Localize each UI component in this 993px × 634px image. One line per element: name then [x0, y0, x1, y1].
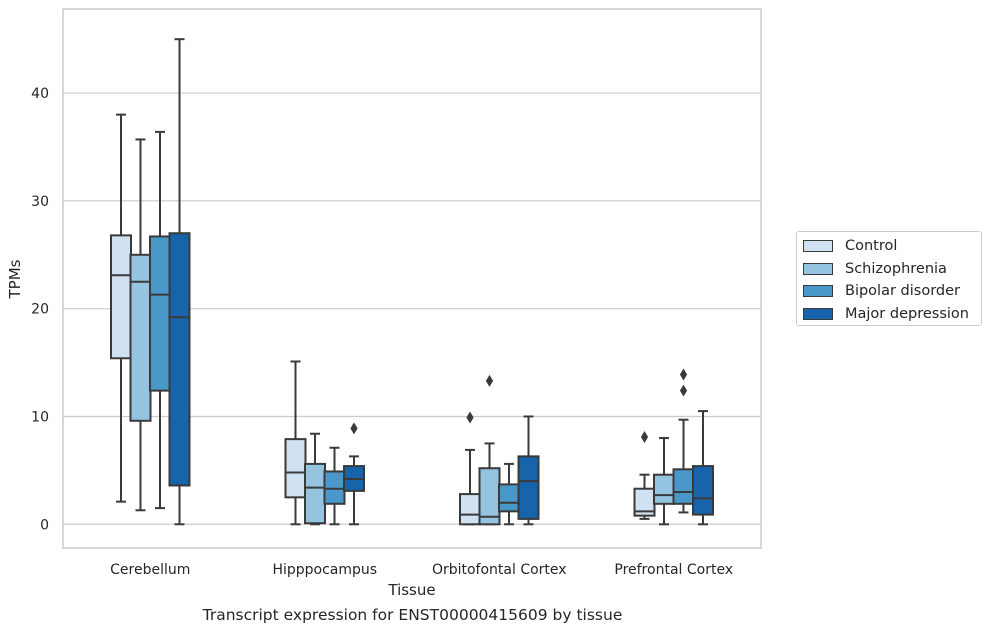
legend-label: Control	[845, 238, 898, 255]
series-schizophrenia	[129, 138, 675, 526]
y-axis-label: TPMs	[6, 259, 24, 299]
x-tick-label: Hipppocampus	[272, 562, 377, 578]
y-tick-label: 30	[31, 194, 49, 210]
outlier-point	[679, 384, 688, 397]
legend-item: Schizophrenia	[803, 258, 981, 281]
outlier-point	[466, 411, 474, 424]
legend-swatch	[803, 262, 833, 275]
y-tick-label: 20	[31, 302, 49, 318]
box	[672, 368, 695, 514]
y-tick-label: 10	[31, 409, 49, 425]
box	[653, 437, 675, 526]
box-iqr	[498, 483, 520, 513]
outlier-point	[485, 374, 494, 387]
legend-swatch	[803, 285, 833, 298]
box-iqr	[149, 235, 171, 392]
box-iqr	[672, 468, 695, 505]
box-iqr	[284, 438, 307, 499]
x-tick-label: Cerebellum	[110, 562, 190, 578]
box-iqr	[110, 234, 132, 360]
box-iqr	[459, 493, 481, 526]
series-control	[110, 113, 656, 526]
box-iqr	[692, 465, 714, 516]
outlier-point	[350, 422, 358, 435]
x-tick-labels: Cerebellum Hipppocampus Orbitofontal Corte…	[110, 562, 733, 578]
box	[498, 462, 520, 526]
box	[129, 138, 152, 512]
box	[478, 374, 501, 526]
x-axis-label: Tissue	[387, 581, 435, 599]
outlier-point	[640, 430, 649, 443]
legend-item: Bipolar disorder	[803, 280, 981, 303]
box-iqr	[168, 232, 191, 487]
legend-swatch	[803, 307, 833, 320]
box-iqr	[323, 470, 346, 505]
box	[517, 415, 540, 526]
legend-item: Control	[803, 235, 981, 258]
series-bipolar-disorder	[149, 130, 695, 526]
box-series	[110, 38, 714, 526]
box-iqr	[517, 455, 540, 520]
legend-label: Schizophrenia	[845, 260, 947, 277]
box	[110, 113, 132, 503]
box	[323, 446, 346, 526]
series-major-depression	[168, 38, 714, 526]
box	[168, 38, 191, 526]
y-tick-label: 0	[40, 517, 49, 533]
plot-frame	[62, 8, 762, 549]
box	[149, 130, 171, 510]
y-tick-labels: 0 10 20 30 40	[31, 86, 49, 533]
y-tick-label: 40	[31, 86, 49, 102]
x-tick-label: Orbitofontal Cortex	[432, 562, 567, 578]
x-tick-label: Prefrontal Cortex	[614, 562, 733, 578]
legend: Control Schizophrenia Bipolar disorder Majo…	[796, 231, 982, 326]
legend-label: Major depression	[845, 305, 969, 322]
box	[633, 430, 656, 520]
box	[284, 360, 307, 526]
figure-caption: Transcript expression for ENST0000041560…	[202, 606, 623, 624]
box	[343, 422, 365, 526]
box	[304, 432, 326, 526]
legend-swatch	[803, 240, 833, 253]
box-iqr	[304, 462, 326, 525]
legend-label: Bipolar disorder	[845, 283, 960, 300]
box-iqr	[129, 253, 152, 422]
box	[459, 411, 481, 526]
box-iqr	[653, 473, 675, 505]
box	[692, 410, 714, 526]
outlier-point	[679, 368, 688, 381]
legend-item: Major depression	[803, 303, 981, 326]
